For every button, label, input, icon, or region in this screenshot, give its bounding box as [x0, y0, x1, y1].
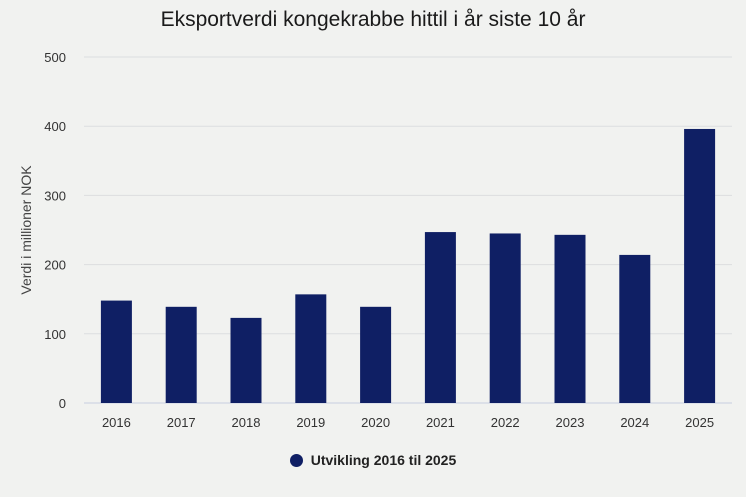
x-tick-label: 2023	[556, 415, 585, 430]
y-tick-label: 500	[44, 50, 66, 65]
x-tick-label: 2016	[102, 415, 131, 430]
bar-2018[interactable]	[230, 317, 262, 403]
bar-2024[interactable]	[619, 254, 651, 403]
bar-2019[interactable]	[295, 294, 327, 403]
x-tick-label: 2022	[491, 415, 520, 430]
x-tick-labels: 2016 2017 2018 2019 2020 2021 2022 2023 2024 2025	[102, 415, 714, 430]
legend-label: Utvikling 2016 til 2025	[310, 452, 457, 468]
legend-marker	[289, 453, 303, 467]
x-tick-label: 2024	[620, 415, 649, 430]
x-tick-label: 2021	[426, 415, 455, 430]
y-tick-labels: 0 100 200 300 400 500	[44, 50, 66, 411]
bar-2016[interactable]	[100, 300, 132, 403]
chart-title: Eksportverdi kongekrabbe hittil i år sis…	[160, 8, 586, 31]
y-tick-label: 300	[44, 188, 66, 203]
x-tick-label: 2025	[685, 415, 714, 430]
bar-series	[100, 128, 716, 403]
bar-2021[interactable]	[424, 232, 456, 403]
bar-2025[interactable]	[684, 128, 716, 403]
bar-2020[interactable]	[360, 306, 392, 403]
y-tick-label: 200	[44, 258, 66, 273]
x-tick-label: 2019	[296, 415, 325, 430]
bar-2023[interactable]	[554, 234, 586, 403]
x-tick-label: 2017	[167, 415, 196, 430]
bar-2022[interactable]	[489, 233, 521, 403]
legend[interactable]: Utvikling 2016 til 2025	[0, 452, 746, 468]
y-axis-label: Verdi i millioner NOK	[18, 165, 34, 295]
y-tick-label: 100	[44, 327, 66, 342]
y-tick-label: 400	[44, 119, 66, 134]
y-tick-label: 0	[59, 396, 66, 411]
bar-2017[interactable]	[165, 306, 197, 403]
x-tick-label: 2020	[361, 415, 390, 430]
x-tick-label: 2018	[232, 415, 261, 430]
